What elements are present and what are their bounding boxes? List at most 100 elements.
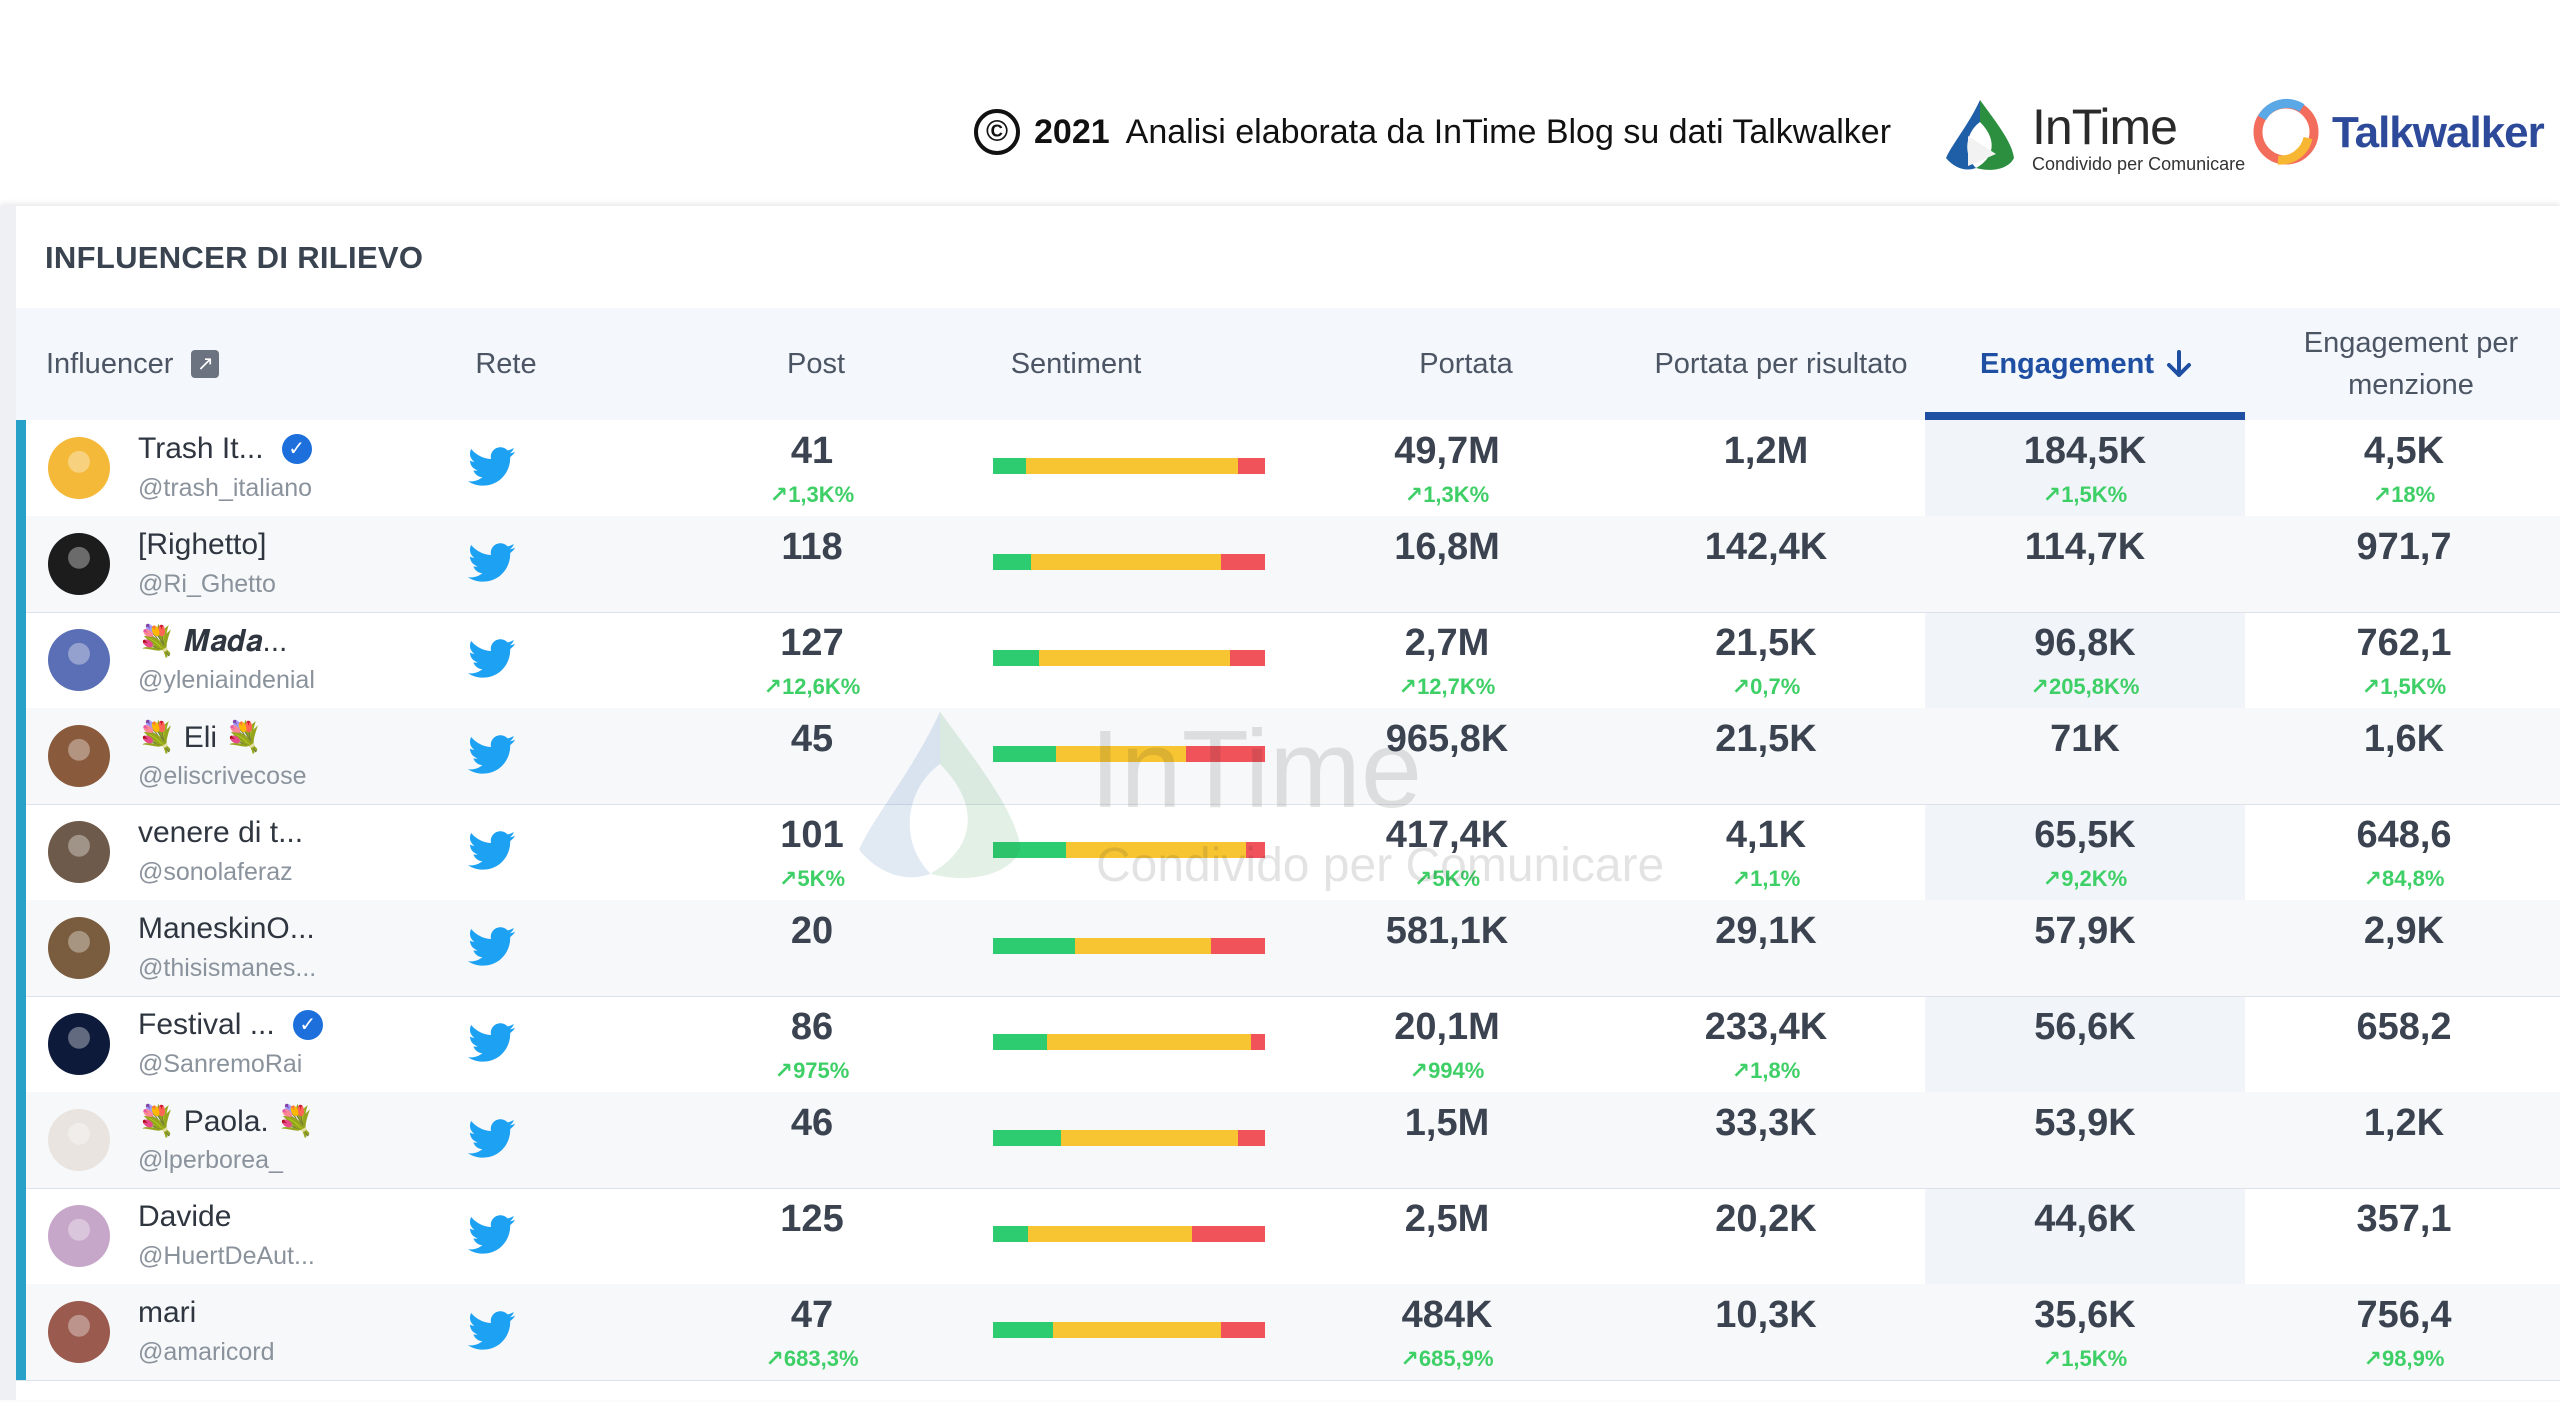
column-header-engagement-menzione[interactable]: Engagement per menzione [2246, 308, 2560, 420]
delta-eng-menzione: ↗1,5K% [2361, 674, 2447, 699]
cell-post: 125 [780, 1198, 844, 1240]
sentiment-bar[interactable] [993, 1322, 1265, 1338]
cell-portata: 20,1M [1394, 1006, 1500, 1048]
sentiment-bar[interactable] [993, 458, 1265, 474]
twitter-icon[interactable] [468, 734, 516, 776]
avatar[interactable] [48, 1205, 110, 1267]
avatar[interactable] [48, 1301, 110, 1363]
influencer-name[interactable]: Davide [138, 1200, 231, 1234]
cell-portata: 2,5M [1404, 1198, 1490, 1240]
cell-post: 46 [790, 1102, 834, 1144]
influencer-name[interactable]: Festival ... ✓ [138, 1008, 323, 1042]
sentiment-bar[interactable] [993, 1226, 1265, 1242]
delta-portata: ↗685,9% [1400, 1346, 1494, 1371]
column-header-rete[interactable]: Rete [475, 348, 537, 380]
sentiment-positive [993, 842, 1067, 858]
sentiment-negative [1221, 554, 1265, 570]
twitter-icon[interactable] [468, 1022, 516, 1064]
cell-eng-menzione: 648,6 [2356, 814, 2452, 856]
table-row[interactable]: 💐 Eli 💐 @eliscrivecose 45 965,8K 21,5K 71K 1,6… [16, 708, 2560, 805]
influencer-handle[interactable]: @HuertDeAut... [138, 1242, 315, 1270]
influencer-name[interactable]: Trash It... ✓ [138, 432, 312, 466]
cell-post: 47 [790, 1294, 834, 1336]
twitter-icon[interactable] [468, 1118, 516, 1160]
cell-post: 127 [780, 622, 844, 664]
avatar[interactable] [48, 821, 110, 883]
influencer-handle[interactable]: @sonolaferaz [138, 858, 293, 886]
avatar[interactable] [48, 1013, 110, 1075]
influencer-handle[interactable]: @eliscrivecose [138, 762, 307, 790]
sentiment-positive [993, 1034, 1048, 1050]
sentiment-positive [993, 746, 1056, 762]
influencer-handle[interactable]: @lperborea_ [138, 1146, 283, 1174]
influencer-name[interactable]: mari [138, 1296, 196, 1330]
avatar[interactable] [48, 725, 110, 787]
twitter-icon[interactable] [468, 830, 516, 872]
column-header-portata-risultato[interactable]: Portata per risultato [1654, 348, 1908, 380]
column-header-engagement[interactable]: Engagement [1926, 308, 2246, 420]
table-row[interactable]: mari @amaricord 47 ↗683,3% 484K ↗685,9% 10,3K 3… [16, 1284, 2560, 1381]
cell-engagement: 56,6K [2034, 1006, 2136, 1048]
influencer-name[interactable]: venere di t... [138, 816, 303, 850]
avatar[interactable] [48, 629, 110, 691]
copyright-year: 2021 [1034, 112, 1110, 151]
delta-post: ↗1,3K% [769, 482, 855, 507]
twitter-icon[interactable] [468, 1310, 516, 1352]
engagement-sort-indicator [1925, 412, 2245, 420]
sentiment-bar[interactable] [993, 1130, 1265, 1146]
cell-eng-menzione: 658,2 [2356, 1006, 2452, 1048]
sentiment-bar[interactable] [993, 746, 1265, 762]
influencer-handle[interactable]: @SanremoRai [138, 1050, 303, 1078]
sentiment-negative [1237, 1130, 1265, 1146]
table-row[interactable]: Festival ... ✓ @SanremoRai 86 ↗975% 20,1M ↗994… [16, 996, 2560, 1093]
avatar[interactable] [48, 1109, 110, 1171]
influencer-handle[interactable]: @thisismanes... [138, 954, 317, 982]
column-header-post[interactable]: Post [786, 348, 846, 380]
column-header-influencer[interactable]: Influencer ↗ [46, 308, 306, 420]
table-row[interactable]: [Righetto] @Ri_Ghetto 118 16,8M 142,4K 114,7K… [16, 516, 2560, 613]
sentiment-bar[interactable] [993, 650, 1265, 666]
row-accent [16, 804, 26, 900]
talkwalker-logo-icon [2253, 98, 2319, 165]
sentiment-bar[interactable] [993, 938, 1265, 954]
table-row[interactable]: Trash It... ✓ @trash_italiano 41 ↗1,3K% 49,7M… [16, 420, 2560, 517]
twitter-icon[interactable] [468, 1214, 516, 1256]
cell-portata-risultato: 233,4K [1704, 1006, 1828, 1048]
table-row[interactable]: venere di t... @sonolaferaz 101 ↗5K% 417,4K ↗… [16, 804, 2560, 901]
influencer-name[interactable]: [Righetto] [138, 528, 266, 562]
influencer-name-text: 💐 𝑴𝒂𝒅𝒂... [138, 625, 288, 658]
row-accent [16, 900, 26, 996]
row-accent [16, 1092, 26, 1188]
sentiment-bar[interactable] [993, 1034, 1265, 1050]
intime-logo-name: InTime [2032, 99, 2178, 155]
twitter-icon[interactable] [468, 926, 516, 968]
column-header-sentiment[interactable]: Sentiment [1010, 348, 1142, 380]
cell-portata: 49,7M [1394, 430, 1500, 472]
influencer-handle[interactable]: @amaricord [138, 1338, 275, 1366]
influencer-handle[interactable]: @Ri_Ghetto [138, 570, 276, 598]
table-row[interactable]: Davide @HuertDeAut... 125 2,5M 20,2K 44,6K 357… [16, 1188, 2560, 1285]
influencer-handle[interactable]: @trash_italiano [138, 474, 313, 502]
table-row[interactable]: 💐 𝑴𝒂𝒅𝒂... @yleniaindenial 127 ↗12,6K% 2,7M ↗1… [16, 612, 2560, 709]
delta-portata: ↗1,3K% [1404, 482, 1490, 507]
column-header-portata[interactable]: Portata [1419, 348, 1513, 380]
influencer-name[interactable]: 💐 Paola. 💐 [138, 1104, 314, 1139]
twitter-icon[interactable] [468, 638, 516, 680]
influencer-name[interactable]: ManeskinO... [138, 912, 315, 946]
influencer-name[interactable]: 💐 𝑴𝒂𝒅𝒂... [138, 624, 287, 659]
avatar[interactable] [48, 533, 110, 595]
sentiment-bar[interactable] [993, 842, 1265, 858]
external-link-icon[interactable]: ↗ [191, 350, 220, 378]
influencer-name-text: [Righetto] [138, 528, 267, 561]
sentiment-bar[interactable] [993, 554, 1265, 570]
influencer-name[interactable]: 💐 Eli 💐 [138, 720, 263, 755]
table-row[interactable]: ManeskinO... @thisismanes... 20 581,1K 29,1K… [16, 900, 2560, 997]
cell-portata: 2,7M [1404, 622, 1490, 664]
avatar[interactable] [48, 437, 110, 499]
twitter-icon[interactable] [468, 446, 516, 488]
table-row[interactable]: 💐 Paola. 💐 @lperborea_ 46 1,5M 33,3K 53,9K 1,2… [16, 1092, 2560, 1189]
influencer-handle[interactable]: @yleniaindenial [138, 666, 315, 694]
column-label-engagement-menzione-1: Engagement per [2303, 327, 2519, 359]
avatar[interactable] [48, 917, 110, 979]
twitter-icon[interactable] [468, 542, 516, 584]
